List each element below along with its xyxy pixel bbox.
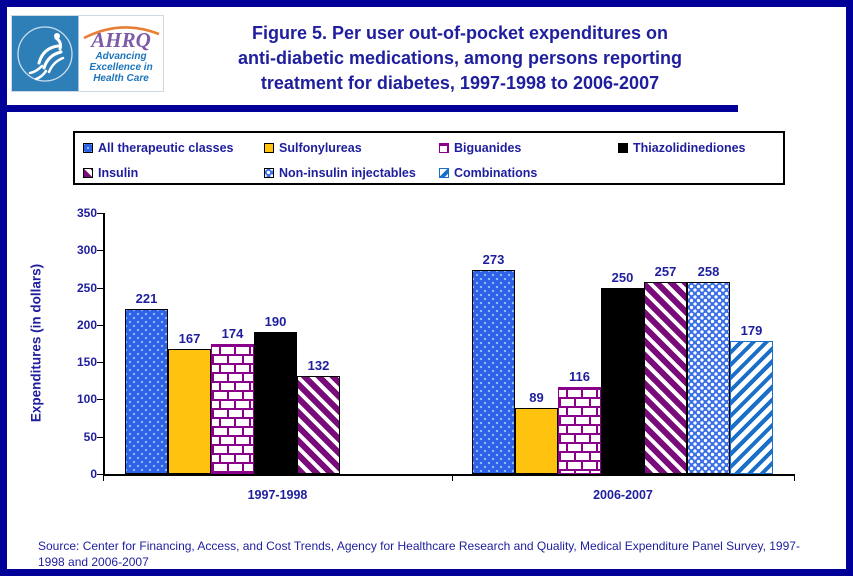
y-axis-line <box>103 213 105 474</box>
tagline-line: Excellence in <box>89 62 153 73</box>
y-tick-label: 150 <box>76 355 97 369</box>
y-axis-tick <box>97 213 103 214</box>
bar-value-label: 257 <box>654 264 677 279</box>
y-axis-title: Expenditures (in dollars) <box>28 263 44 423</box>
ahrq-wordmark-panel: AHRQ Advancing Excellence in Health Care <box>78 16 163 91</box>
y-axis-tick <box>97 399 103 400</box>
legend-item-biguanides: Biguanides <box>439 140 521 156</box>
bar-biguanides-1997-1998 <box>211 344 254 474</box>
legend-item-thiazolidinediones: Thiazolidinediones <box>618 140 746 156</box>
tagline-line: Health Care <box>93 73 149 84</box>
legend-swatch <box>83 143 93 153</box>
y-axis-tick <box>97 474 103 475</box>
legend-swatch <box>439 143 449 153</box>
bar-value-label: 132 <box>307 358 330 373</box>
ahrq-tagline: Advancing Excellence in Health Care <box>89 51 152 84</box>
bar-combinations-2006-2007 <box>730 341 773 474</box>
category-label-1997-1998: 1997-1998 <box>247 488 308 502</box>
y-axis-tick <box>97 325 103 326</box>
bar-value-label: 190 <box>264 314 287 329</box>
y-tick-label: 50 <box>83 430 97 444</box>
legend-label: Biguanides <box>454 141 522 155</box>
category-label-2006-2007: 2006-2007 <box>593 488 653 502</box>
ahrq-logo: AHRQ Advancing Excellence in Health Care <box>11 15 164 92</box>
bar-insulin-2006-2007 <box>644 282 687 474</box>
y-tick-label: 350 <box>76 206 97 220</box>
legend-label: All therapeutic classes <box>98 141 234 155</box>
y-tick-label: 0 <box>90 467 97 481</box>
hhs-seal <box>12 16 78 91</box>
x-axis-line <box>103 474 795 476</box>
legend-swatch <box>264 143 274 153</box>
legend-swatch <box>618 143 628 153</box>
source-note: Source: Center for Financing, Access, an… <box>38 539 800 569</box>
legend-item-combinations: Combinations <box>439 165 537 181</box>
bar-insulin-1997-1998 <box>297 376 340 474</box>
legend-swatch <box>83 168 93 178</box>
bar-value-label: 89 <box>529 390 544 405</box>
y-axis-tick <box>97 250 103 251</box>
bar-value-label: 221 <box>135 291 158 306</box>
legend-label: Thiazolidinediones <box>633 141 746 155</box>
ahrq-wordmark-text: AHRQ <box>89 28 151 51</box>
bar-non-insulin-injectables-2006-2007 <box>687 282 730 474</box>
x-axis-tick <box>794 475 795 481</box>
legend-label: Non-insulin injectables <box>279 166 416 180</box>
tagline-line: Advancing <box>95 51 147 62</box>
legend-label: Sulfonylureas <box>279 141 362 155</box>
bar-value-label: 116 <box>569 369 590 384</box>
bar-value-label: 273 <box>482 252 505 267</box>
legend-item-sulfonylureas: Sulfonylureas <box>264 140 362 156</box>
y-tick-label: 250 <box>76 281 97 295</box>
y-axis-tick <box>97 288 103 289</box>
x-axis-tick <box>452 475 453 481</box>
bar-value-label: 174 <box>221 326 244 341</box>
y-tick-label: 200 <box>76 318 97 332</box>
hhs-eagle-icon <box>17 26 73 82</box>
figure-title-line: anti-diabetic medications, among persons… <box>237 48 683 68</box>
chart-legend: All therapeutic classes Sulfonylureas Bigu… <box>73 131 785 185</box>
y-tick-label: 300 <box>76 243 97 257</box>
legend-item-insulin: Insulin <box>83 165 138 181</box>
x-axis-tick <box>103 475 104 481</box>
y-axis-tick <box>97 362 103 363</box>
legend-label: Insulin <box>98 166 139 180</box>
bar-all-therapeutic-classes-2006-2007 <box>472 270 515 474</box>
y-tick-label: 100 <box>76 392 97 406</box>
bar-biguanides-2006-2007 <box>558 387 601 474</box>
ahrq-wordmark-icon: AHRQ <box>83 26 160 51</box>
figure-title: Figure 5. Per user out-of-pocket expendi… <box>167 21 753 96</box>
bar-value-label: 179 <box>740 323 763 338</box>
figure-title-line: treatment for diabetes, 1997-1998 to 200… <box>260 73 660 93</box>
bar-sulfonylureas-1997-1998 <box>168 349 211 474</box>
bar-thiazolidinediones-1997-1998 <box>254 332 297 474</box>
bar-sulfonylureas-2006-2007 <box>515 408 558 474</box>
legend-swatch <box>264 168 274 178</box>
bar-value-label: 250 <box>611 270 634 285</box>
bar-thiazolidinediones-2006-2007 <box>601 288 644 474</box>
figure-title-line: Figure 5. Per user out-of-pocket expendi… <box>251 23 669 43</box>
bar-value-label: 258 <box>697 264 720 279</box>
y-axis-tick <box>97 437 103 438</box>
bar-value-label: 167 <box>178 331 201 346</box>
legend-item-non-insulin-injectables: Non-insulin injectables <box>264 165 416 181</box>
bar-all-therapeutic-classes-1997-1998 <box>125 309 168 474</box>
legend-item-all-therapeutic-classes: All therapeutic classes <box>83 140 233 156</box>
header-divider <box>7 105 738 112</box>
legend-label: Combinations <box>454 166 538 180</box>
legend-swatch <box>439 168 449 178</box>
